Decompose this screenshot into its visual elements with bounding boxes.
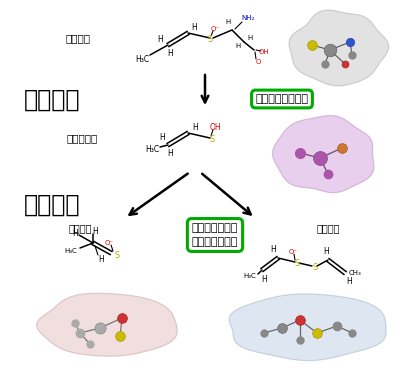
Text: H: H bbox=[323, 247, 329, 256]
Text: S: S bbox=[312, 263, 318, 273]
Text: H: H bbox=[167, 148, 173, 157]
Text: H: H bbox=[92, 226, 98, 235]
Polygon shape bbox=[229, 294, 386, 361]
Polygon shape bbox=[37, 293, 177, 356]
Text: 第一段階: 第一段階 bbox=[24, 88, 80, 112]
Text: H₃C: H₃C bbox=[145, 144, 159, 154]
Text: 第二段階: 第二段階 bbox=[24, 193, 80, 217]
Polygon shape bbox=[272, 116, 374, 192]
Text: OH: OH bbox=[209, 123, 221, 132]
Text: H₃C: H₃C bbox=[65, 248, 77, 254]
Text: S: S bbox=[114, 251, 120, 260]
Text: OH: OH bbox=[259, 49, 269, 55]
Text: S: S bbox=[294, 260, 300, 269]
Text: H₃C: H₃C bbox=[135, 54, 149, 63]
Text: H: H bbox=[225, 19, 231, 25]
Text: H: H bbox=[247, 35, 253, 41]
Text: H: H bbox=[98, 254, 104, 263]
Text: H: H bbox=[261, 276, 267, 285]
Text: 中間体分子: 中間体分子 bbox=[66, 133, 98, 143]
Text: 催涙成分: 催涙成分 bbox=[68, 223, 92, 233]
Text: H: H bbox=[157, 34, 163, 44]
Text: H: H bbox=[346, 276, 352, 285]
Text: H: H bbox=[191, 22, 197, 31]
Text: H: H bbox=[167, 48, 173, 57]
Polygon shape bbox=[289, 10, 389, 86]
Text: O⁻: O⁻ bbox=[210, 26, 220, 32]
Text: S: S bbox=[207, 34, 213, 44]
Text: H: H bbox=[235, 43, 241, 49]
Text: H: H bbox=[270, 245, 276, 254]
Text: H: H bbox=[159, 132, 165, 141]
Text: O: O bbox=[255, 59, 261, 65]
Text: O⁻: O⁻ bbox=[104, 240, 114, 246]
Text: S: S bbox=[209, 135, 215, 144]
Text: ここは知ってた！: ここは知ってた！ bbox=[256, 94, 308, 104]
Text: H: H bbox=[72, 229, 78, 238]
Text: O⁻: O⁻ bbox=[288, 249, 298, 255]
Text: 原料分子: 原料分子 bbox=[66, 33, 90, 43]
Text: 風味成分: 風味成分 bbox=[316, 223, 340, 233]
Text: H: H bbox=[192, 123, 198, 132]
Text: 肝心のここが分
からなかった！: 肝心のここが分 からなかった！ bbox=[192, 223, 238, 247]
Text: H₃C: H₃C bbox=[244, 273, 256, 279]
Text: NH₂: NH₂ bbox=[241, 15, 255, 21]
Text: CH₃: CH₃ bbox=[349, 270, 361, 276]
